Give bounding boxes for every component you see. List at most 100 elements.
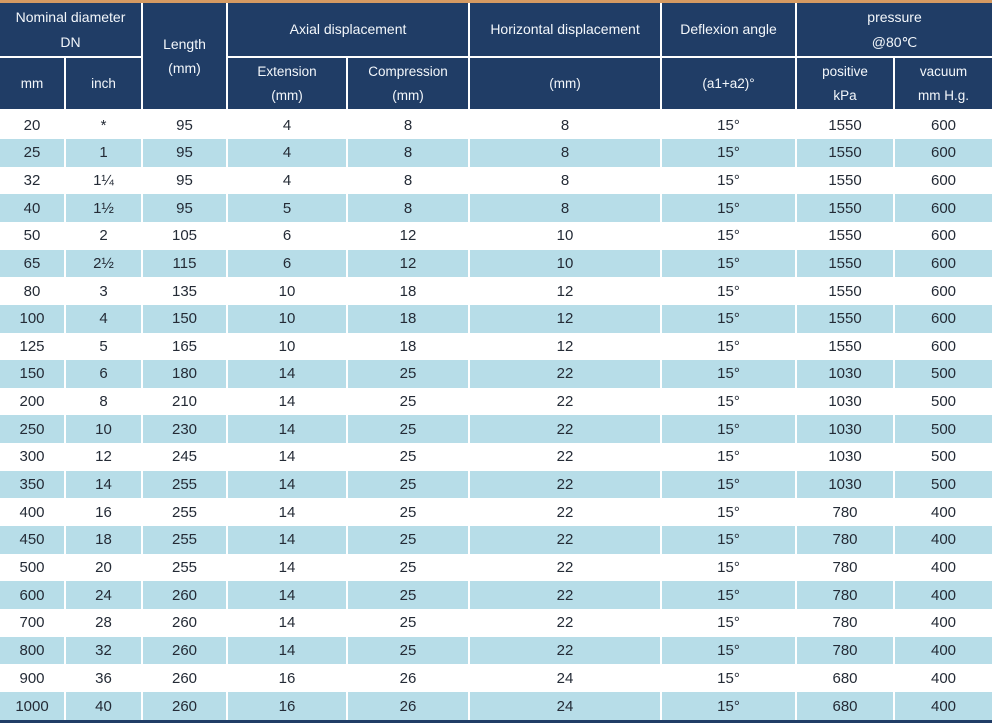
cell: 15° — [662, 387, 798, 416]
table-row: 400 16 255 14 25 22 15° 780 400 — [0, 498, 992, 527]
cell: 16 — [228, 664, 348, 693]
cell: 1550 — [797, 221, 896, 250]
header-compression-line2: (mm) — [392, 87, 424, 103]
cell: 95 — [143, 166, 228, 195]
table-row: 500 20 255 14 25 22 15° 780 400 — [0, 553, 992, 582]
cell: 32 — [66, 636, 143, 665]
table-row: 50 2 105 6 12 10 15° 1550 600 — [0, 221, 992, 250]
cell: 8 — [470, 138, 663, 167]
cell: 14 — [228, 526, 348, 554]
table-row: 300 12 245 14 25 22 15° 1030 500 — [0, 443, 992, 471]
cell: 255 — [143, 470, 228, 499]
spec-table: Nominal diameter DN Length (mm) Axial di… — [0, 3, 992, 720]
cell: 2 — [66, 221, 143, 250]
cell: 100 — [0, 304, 66, 333]
cell: 600 — [895, 138, 992, 167]
cell: 18 — [348, 277, 471, 305]
cell: 780 — [797, 636, 896, 665]
cell: 14 — [228, 581, 348, 610]
cell: 2½ — [66, 249, 143, 278]
table-row: 40 1½ 95 5 8 8 15° 1550 600 — [0, 194, 992, 222]
cell: 14 — [228, 443, 348, 471]
cell: 450 — [0, 526, 66, 554]
cell: 22 — [470, 415, 663, 444]
cell: 22 — [470, 498, 663, 527]
cell: 400 — [895, 636, 992, 665]
cell: * — [66, 111, 143, 139]
cell: 15° — [662, 553, 798, 582]
table-row: 800 32 260 14 25 22 15° 780 400 — [0, 636, 992, 665]
header-pressure: pressure @80℃ — [797, 3, 992, 58]
cell: 18 — [348, 304, 471, 333]
cell: 14 — [228, 360, 348, 388]
cell: 95 — [143, 194, 228, 222]
cell: 1550 — [797, 111, 896, 139]
cell: 600 — [895, 332, 992, 361]
cell: 20 — [0, 111, 66, 139]
header-horizontal-displacement: Horizontal displacement — [470, 3, 663, 58]
cell: 14 — [228, 415, 348, 444]
cell: 10 — [228, 277, 348, 305]
table-row: 250 10 230 14 25 22 15° 1030 500 — [0, 415, 992, 444]
cell: 95 — [143, 138, 228, 167]
header-length-line1: Length — [163, 35, 206, 52]
cell: 25 — [348, 609, 471, 637]
cell: 600 — [895, 111, 992, 139]
cell: 12 — [66, 443, 143, 471]
cell: 500 — [895, 415, 992, 444]
header-extension: Extension (mm) — [228, 58, 348, 112]
cell: 15° — [662, 636, 798, 665]
cell: 14 — [228, 470, 348, 499]
cell: 1550 — [797, 249, 896, 278]
table-row: 32 1¼ 95 4 8 8 15° 1550 600 — [0, 166, 992, 195]
cell: 15° — [662, 443, 798, 471]
cell: 800 — [0, 636, 66, 665]
header-horizontal-unit: (mm) — [470, 58, 663, 112]
cell: 1030 — [797, 415, 896, 444]
cell: 24 — [470, 664, 663, 693]
cell: 1550 — [797, 194, 896, 222]
table-row: 600 24 260 14 25 22 15° 780 400 — [0, 581, 992, 610]
cell: 1030 — [797, 360, 896, 388]
cell: 350 — [0, 470, 66, 499]
table-header: Nominal diameter DN Length (mm) Axial di… — [0, 3, 992, 112]
cell: 12 — [470, 304, 663, 333]
cell: 400 — [895, 692, 992, 720]
cell: 25 — [348, 443, 471, 471]
cell: 10 — [66, 415, 143, 444]
cell: 14 — [228, 636, 348, 665]
header-extension-line2: (mm) — [271, 87, 303, 103]
cell: 500 — [895, 360, 992, 388]
header-positive: positive kPa — [797, 58, 896, 112]
cell: 780 — [797, 609, 896, 637]
header-extension-line1: Extension — [257, 64, 317, 79]
cell: 22 — [470, 581, 663, 610]
cell: 4 — [228, 138, 348, 167]
cell: 8 — [470, 194, 663, 222]
table-row: 100 4 150 10 18 12 15° 1550 600 — [0, 304, 992, 333]
cell: 1550 — [797, 304, 896, 333]
cell: 260 — [143, 609, 228, 637]
header-mm: mm — [0, 58, 66, 112]
header-vacuum-line1: vacuum — [919, 64, 968, 79]
cell: 6 — [66, 360, 143, 388]
table-body: 20 * 95 4 8 8 15° 1550 600 25 1 95 4 8 8 15° 1550 600 32 1¼… — [0, 111, 992, 720]
cell: 150 — [0, 360, 66, 388]
cell: 400 — [895, 581, 992, 610]
header-pressure-line1: pressure — [867, 9, 922, 25]
cell: 95 — [143, 111, 228, 139]
cell: 8 — [470, 111, 663, 139]
cell: 15° — [662, 332, 798, 361]
cell: 600 — [0, 581, 66, 610]
cell: 115 — [143, 249, 228, 278]
cell: 10 — [228, 332, 348, 361]
cell: 10 — [470, 221, 663, 250]
cell: 14 — [228, 553, 348, 582]
cell: 300 — [0, 443, 66, 471]
cell: 260 — [143, 581, 228, 610]
table-row: 350 14 255 14 25 22 15° 1030 500 — [0, 470, 992, 499]
cell: 600 — [895, 277, 992, 305]
table-row: 25 1 95 4 8 8 15° 1550 600 — [0, 138, 992, 167]
cell: 5 — [228, 194, 348, 222]
cell: 15° — [662, 249, 798, 278]
